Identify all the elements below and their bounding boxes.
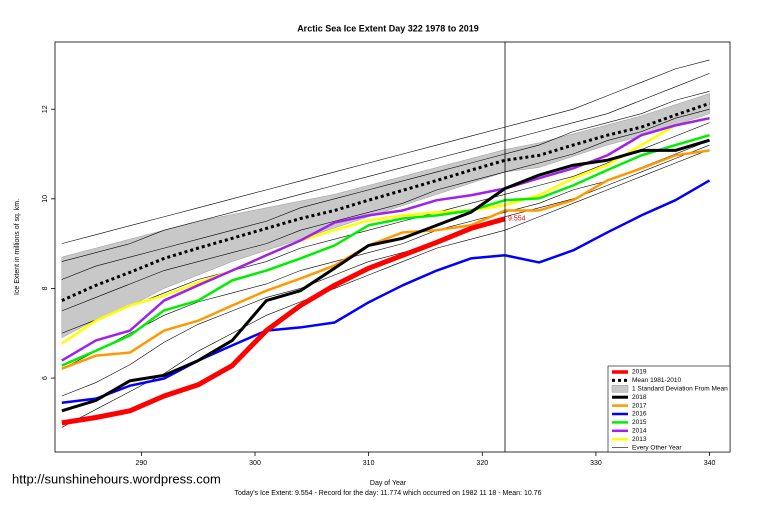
legend-label: 2018 (632, 394, 647, 401)
x-tick-label: 320 (476, 460, 488, 467)
legend-label: 2015 (632, 419, 647, 426)
plot-frame (54, 41, 731, 453)
y-axis-label: Ice Extent in millions of sq. km. (14, 199, 21, 295)
y-tick-label: 12 (42, 105, 49, 113)
legend-label: 2013 (632, 436, 647, 443)
legend-label: 2019 (632, 369, 647, 376)
std-band (61, 93, 710, 339)
x-tick-label: 310 (363, 460, 375, 467)
other-year-line (61, 144, 710, 397)
legend-label: 2017 (632, 402, 647, 409)
series-line (61, 134, 710, 367)
x-axis-label: Day of Year (370, 480, 407, 487)
x-tick-label: 290 (136, 460, 148, 467)
legend-label: 2016 (632, 411, 647, 418)
other-year-line (61, 73, 710, 262)
series-line (61, 149, 710, 370)
legend-label: Mean 1981-2010 (632, 377, 682, 384)
series-line (61, 116, 710, 362)
other-year-line (61, 108, 710, 312)
legend-box (607, 365, 731, 453)
series-line (61, 116, 710, 345)
series-line (61, 216, 506, 426)
legend-swatch (611, 385, 629, 393)
y-tick-label: 10 (42, 195, 49, 203)
footer: Today's Ice Extent: 9.554 - Record for t… (235, 490, 542, 497)
legend-label: 2014 (632, 428, 647, 435)
legend-label: Every Other Year (632, 444, 682, 451)
chart-title: Arctic Sea Ice Extent Day 322 1978 to 20… (297, 23, 479, 33)
x-tick-label: 330 (590, 460, 602, 467)
x-tick-label: 300 (249, 460, 261, 467)
series-line (61, 138, 710, 413)
series-line (61, 179, 711, 404)
y-tick-label: 8 (42, 286, 49, 290)
legend-label: 1 Standard Deviation From Mean (632, 386, 728, 393)
x-tick-label: 340 (704, 460, 716, 467)
other-year-line (61, 122, 710, 334)
other-year-line (61, 90, 710, 280)
other-year-line (61, 59, 710, 244)
watermark: http://sunshinehours.wordpress.com (12, 471, 221, 486)
y-tick-label: 6 (42, 376, 49, 380)
data-label: 9.554 (508, 216, 526, 223)
plot-area (61, 59, 711, 428)
other-year-line (61, 149, 710, 428)
series-line (61, 101, 711, 302)
